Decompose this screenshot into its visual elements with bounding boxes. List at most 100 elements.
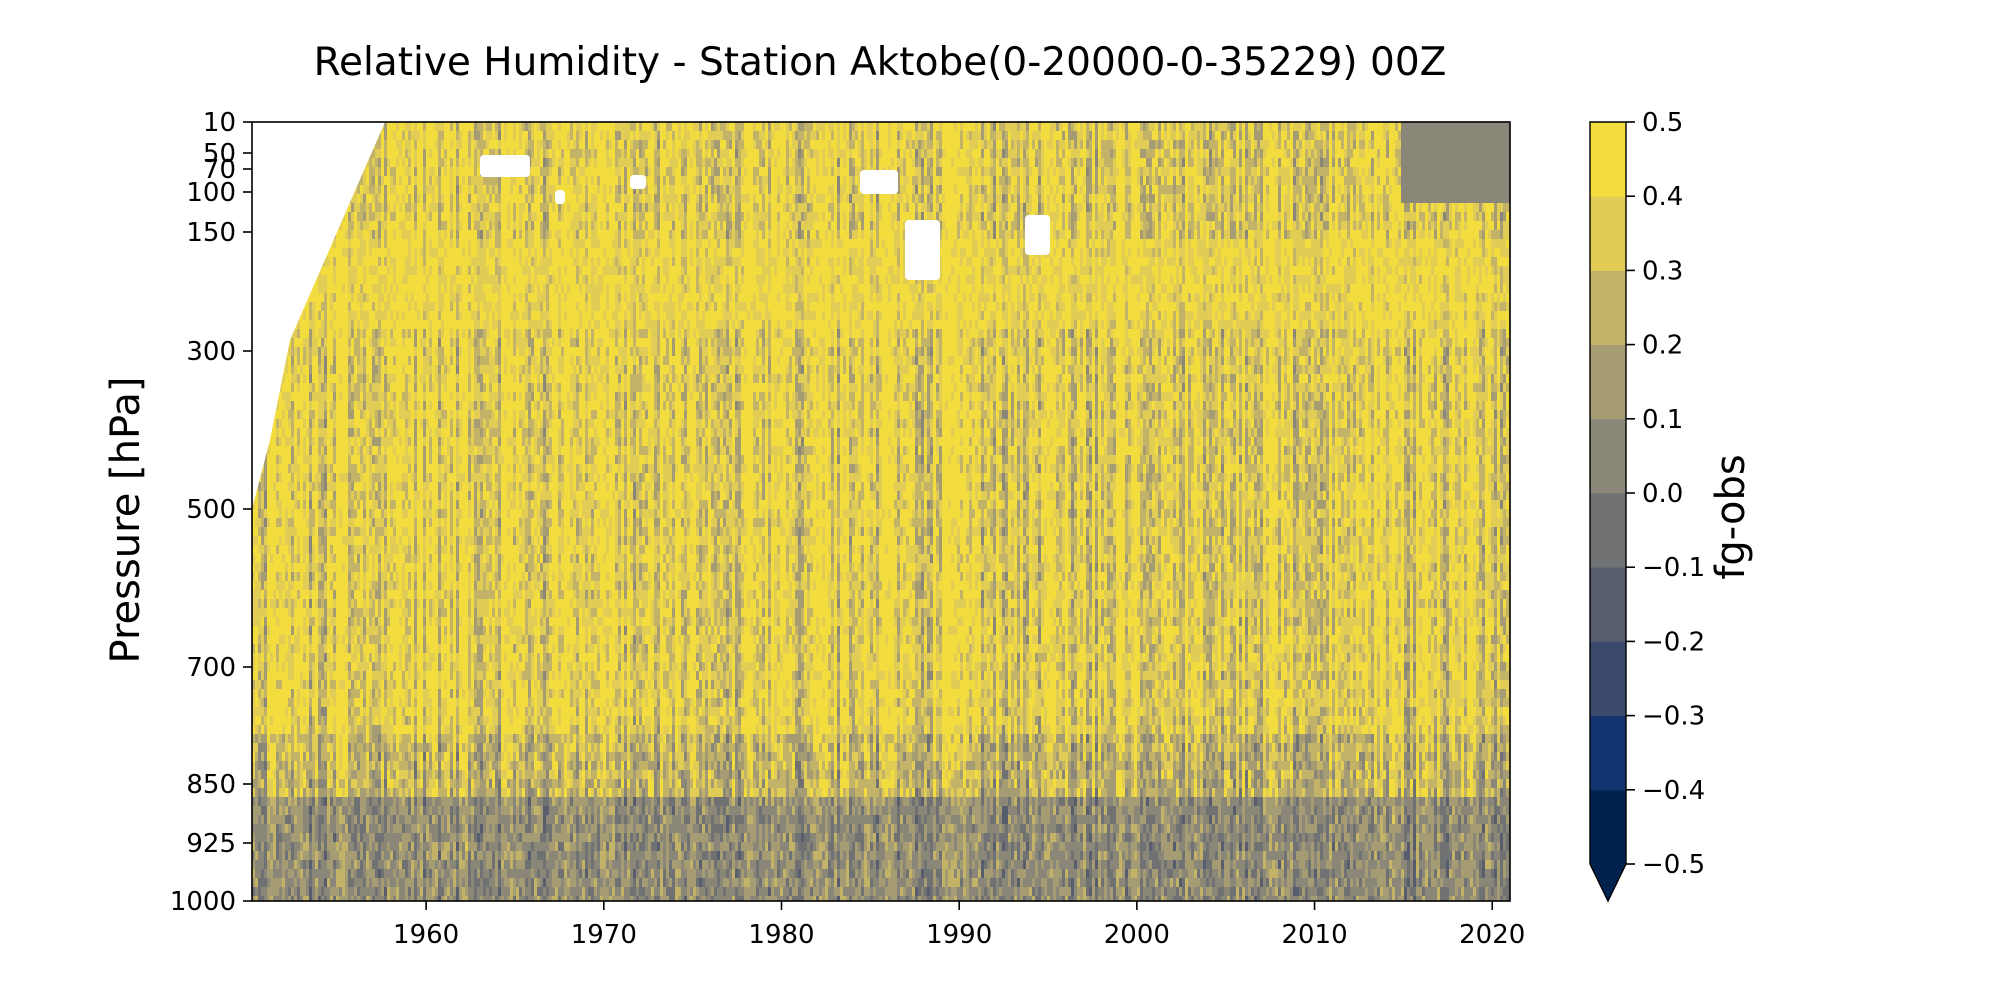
heatmap-cell	[282, 644, 286, 654]
heatmap-cell	[360, 608, 364, 618]
heatmap-cell	[306, 365, 310, 375]
heatmap-cell	[366, 716, 370, 726]
heatmap-cell	[327, 311, 331, 321]
heatmap-cell	[300, 833, 304, 843]
heatmap-cell	[336, 293, 340, 303]
heatmap-cell	[351, 392, 355, 402]
heatmap-cell	[372, 329, 376, 339]
heatmap-cell	[252, 689, 256, 699]
heatmap-cell	[348, 608, 352, 618]
heatmap-cell	[291, 671, 295, 681]
heatmap-cell	[333, 446, 337, 456]
heatmap-cell	[372, 293, 376, 303]
heatmap-cell	[354, 374, 358, 384]
heatmap-cell	[294, 842, 298, 852]
heatmap-cell	[303, 626, 307, 636]
heatmap-cell	[267, 716, 271, 726]
heatmap-cell	[282, 788, 286, 798]
heatmap-cell	[333, 815, 337, 825]
heatmap-cell	[288, 743, 292, 753]
heatmap-cell	[357, 473, 361, 483]
heatmap-cell	[351, 275, 355, 285]
heatmap-cell	[306, 572, 310, 582]
heatmap-cell	[339, 545, 343, 555]
heatmap-cell	[288, 734, 292, 744]
heatmap-cell	[366, 374, 370, 384]
heatmap-cell	[363, 716, 367, 726]
heatmap-cell	[333, 734, 337, 744]
heatmap-cell	[348, 797, 352, 807]
heatmap-cell	[339, 680, 343, 690]
heatmap-cell	[336, 833, 340, 843]
heatmap-cell	[279, 473, 283, 483]
heatmap-cell	[366, 230, 370, 240]
heatmap-cell	[279, 896, 283, 901]
heatmap-cell	[330, 482, 334, 492]
heatmap-cell	[369, 545, 373, 555]
heatmap-cell	[363, 896, 367, 901]
heatmap-cell	[267, 860, 271, 870]
heatmap-cell	[282, 734, 286, 744]
heatmap-cell	[324, 338, 328, 348]
heatmap-cell	[336, 635, 340, 645]
heatmap-cell	[366, 365, 370, 375]
heatmap-cell	[309, 464, 313, 474]
heatmap-cell	[324, 851, 328, 861]
heatmap-cell	[252, 725, 256, 735]
heatmap-cell	[318, 572, 322, 582]
heatmap-cell	[309, 365, 313, 375]
heatmap-cell	[279, 815, 283, 825]
heatmap-cell	[300, 410, 304, 420]
heatmap-cell	[372, 203, 376, 213]
heatmap-cell	[294, 383, 298, 393]
heatmap-cell	[363, 212, 367, 222]
heatmap-cell	[279, 383, 283, 393]
heatmap-cell	[369, 329, 373, 339]
heatmap-cell	[351, 608, 355, 618]
heatmap-cell	[321, 608, 325, 618]
heatmap-cell	[351, 563, 355, 573]
heatmap-cell	[282, 473, 286, 483]
heatmap-cell	[357, 356, 361, 366]
heatmap-cell	[357, 833, 361, 843]
heatmap-cell	[285, 455, 289, 465]
heatmap-cell	[327, 599, 331, 609]
heatmap-cell	[357, 446, 361, 456]
heatmap-cell	[297, 635, 301, 645]
heatmap-cell	[270, 563, 274, 573]
heatmap-cell	[279, 851, 283, 861]
heatmap-cell	[282, 842, 286, 852]
heatmap-cell	[351, 788, 355, 798]
heatmap-cell	[360, 761, 364, 771]
heatmap-cell	[342, 743, 346, 753]
heatmap-cell	[327, 347, 331, 357]
heatmap-cell	[324, 644, 328, 654]
heatmap-cell	[363, 455, 367, 465]
heatmap-cell	[252, 869, 256, 879]
heatmap-cell	[303, 797, 307, 807]
heatmap-cell	[318, 455, 322, 465]
heatmap-cell	[357, 824, 361, 834]
heatmap-cell	[321, 833, 325, 843]
heatmap-cell	[342, 689, 346, 699]
heatmap-cell	[339, 329, 343, 339]
heatmap-cell	[318, 869, 322, 879]
heatmap-cell	[270, 896, 274, 901]
heatmap-cell	[282, 824, 286, 834]
heatmap-cell	[369, 266, 373, 276]
heatmap-cell	[363, 482, 367, 492]
heatmap-cell	[252, 509, 256, 519]
heatmap-cell	[309, 329, 313, 339]
heatmap-cell	[267, 707, 271, 717]
heatmap-cell	[321, 401, 325, 411]
heatmap-cell	[360, 410, 364, 420]
heatmap-cell	[273, 518, 277, 528]
heatmap-cell	[330, 527, 334, 537]
heatmap-cell	[369, 518, 373, 528]
heatmap-cell	[318, 617, 322, 627]
heatmap-cell	[318, 446, 322, 456]
heatmap-cell	[258, 887, 262, 897]
heatmap-cell	[282, 401, 286, 411]
heatmap-cell	[321, 743, 325, 753]
heatmap-cell	[339, 464, 343, 474]
